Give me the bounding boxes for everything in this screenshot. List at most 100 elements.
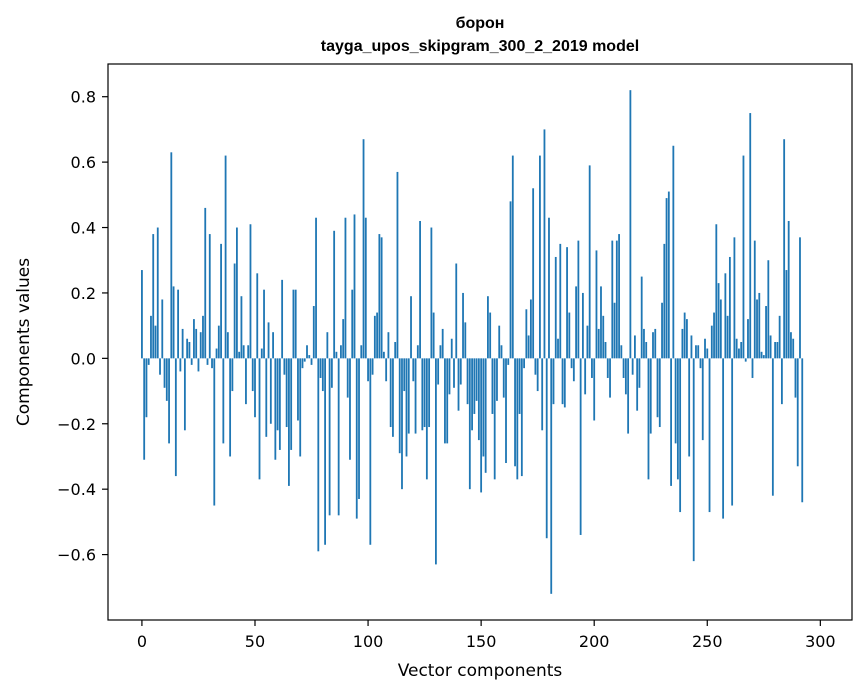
bar xyxy=(208,234,211,359)
x-tick-label: 150 xyxy=(466,632,497,651)
bar xyxy=(412,358,415,382)
y-tick-label: −0.6 xyxy=(57,546,96,565)
bar xyxy=(471,358,473,431)
bar xyxy=(249,224,252,359)
bar xyxy=(380,237,383,359)
bar xyxy=(344,217,347,359)
bar xyxy=(202,315,204,359)
y-tick-label: 0.4 xyxy=(71,219,96,238)
bar xyxy=(398,358,401,454)
bar xyxy=(428,358,431,428)
bar xyxy=(211,358,213,369)
bar xyxy=(274,358,277,460)
bar xyxy=(346,358,349,398)
x-tick-label: 50 xyxy=(245,632,265,651)
y-axis-label: Components values xyxy=(14,258,34,426)
bar xyxy=(466,358,469,405)
bar xyxy=(165,358,168,401)
bar xyxy=(315,217,317,359)
bar xyxy=(783,139,786,359)
bar xyxy=(340,345,342,359)
bar xyxy=(516,358,519,480)
bar xyxy=(609,358,611,398)
bar xyxy=(661,302,663,359)
x-tick-label: 0 xyxy=(137,632,147,651)
bar xyxy=(543,129,546,359)
bar xyxy=(606,358,609,378)
bar xyxy=(645,342,648,359)
bar xyxy=(290,358,293,450)
bar xyxy=(699,358,702,369)
bar xyxy=(615,240,618,359)
y-tick-label: −0.2 xyxy=(57,415,96,434)
bar xyxy=(303,358,306,362)
bar xyxy=(468,358,471,490)
bar xyxy=(435,358,437,565)
bar xyxy=(373,315,376,359)
bar xyxy=(324,358,326,545)
plot-frame xyxy=(107,63,853,621)
bar xyxy=(563,358,566,408)
bar xyxy=(593,358,596,421)
bar xyxy=(177,289,180,359)
bar xyxy=(514,358,516,467)
bar xyxy=(168,358,170,444)
bar xyxy=(724,273,727,359)
bar xyxy=(767,260,770,359)
bar xyxy=(405,358,408,457)
bar xyxy=(500,345,503,359)
bar xyxy=(335,351,338,359)
bar xyxy=(364,217,367,359)
bar xyxy=(597,328,600,359)
bar xyxy=(520,358,523,477)
bar xyxy=(697,345,700,359)
bar xyxy=(183,358,186,431)
y-tick-label: −0.4 xyxy=(57,480,96,499)
bar xyxy=(174,358,177,477)
bar xyxy=(263,289,265,359)
bar xyxy=(686,319,688,359)
bar xyxy=(269,358,272,424)
bar xyxy=(301,358,304,369)
bar xyxy=(670,358,672,486)
bar xyxy=(378,234,381,359)
bar xyxy=(258,358,261,480)
bar xyxy=(695,345,697,359)
bar xyxy=(430,227,433,359)
x-axis-ticks: 0 50 100 150 200 250 300 xyxy=(137,620,836,651)
bar xyxy=(647,358,650,480)
bar xyxy=(539,155,541,359)
bar xyxy=(396,171,399,359)
bar xyxy=(557,338,559,359)
bar xyxy=(349,358,351,460)
bar xyxy=(272,332,274,359)
bar xyxy=(215,348,218,359)
bar xyxy=(226,332,229,359)
bar xyxy=(152,234,155,359)
bar xyxy=(170,152,173,359)
bar xyxy=(285,358,288,428)
bar xyxy=(667,191,670,359)
y-axis-ticks: −0.6 −0.4 −0.2 0.0 0.2 0.4 0.6 0.8 xyxy=(57,88,108,565)
bar xyxy=(600,286,602,359)
bar xyxy=(156,227,159,359)
bar xyxy=(459,358,462,385)
bar xyxy=(536,358,539,392)
bar xyxy=(731,358,734,506)
bar xyxy=(529,299,532,359)
bar xyxy=(550,358,553,594)
bar xyxy=(756,299,758,359)
bar xyxy=(742,155,745,359)
bar xyxy=(330,358,333,388)
bar xyxy=(297,358,299,421)
bar xyxy=(446,358,449,444)
bar xyxy=(747,319,749,359)
bar xyxy=(665,198,668,359)
bar xyxy=(224,155,227,359)
bar xyxy=(360,345,363,359)
x-axis-label: Vector components xyxy=(398,661,563,681)
bar xyxy=(403,358,406,392)
bar xyxy=(624,358,627,395)
bar xyxy=(507,358,510,365)
bar xyxy=(681,328,684,359)
